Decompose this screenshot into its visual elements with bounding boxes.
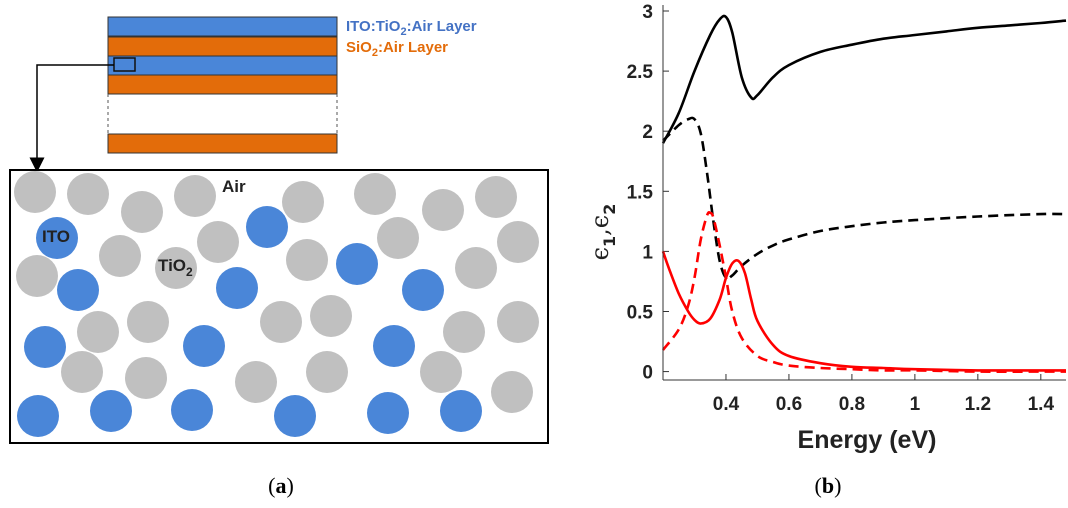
ito-particle — [57, 269, 99, 311]
ito-layer-1 — [107, 16, 338, 37]
ito-particle — [373, 325, 415, 367]
y-tick-label: 1 — [642, 242, 653, 263]
sio2-layer-2 — [107, 74, 338, 95]
x-tick-label: 1.4 — [1028, 394, 1055, 415]
tio2-particle — [61, 351, 103, 393]
legend-ito-tio2-air: ITO:TiO2:Air Layer — [346, 18, 477, 38]
ito-particle — [36, 217, 78, 259]
tio2-particle — [497, 221, 539, 263]
panel-a-label: (a) — [268, 473, 294, 498]
tio2-particle — [155, 247, 197, 289]
ito-particle — [402, 269, 444, 311]
panel-a: ITO:TiO2:Air Layer SiO2:Air Layer Air IT… — [9, 16, 549, 498]
y-axis: 0 0.5 1 1.5 2 2.5 3 — [627, 2, 669, 384]
y-tick-label: 1.5 — [627, 182, 654, 203]
ito-label: ITO — [42, 227, 70, 246]
ito-particle — [17, 395, 59, 437]
chart: 0 0.5 1 1.5 2 2.5 3 0.4 0.6 0.8 1 1.2 1.4 — [627, 2, 1067, 415]
tio2-particle — [491, 371, 533, 413]
tio2-particle — [16, 255, 58, 297]
tio2-particle — [260, 301, 302, 343]
tio2-particle — [443, 311, 485, 353]
series-line-3 — [661, 250, 1066, 372]
ito-particle — [274, 395, 316, 437]
ito-particle — [24, 326, 66, 368]
panel-b-label: (b) — [815, 473, 842, 498]
series-line-2 — [662, 116, 1067, 281]
x-tick-label: 0.8 — [839, 394, 865, 415]
sio2-layer-last — [107, 133, 338, 154]
tio2-particle — [282, 181, 324, 223]
tio2-particle — [174, 175, 216, 217]
tio2-particle — [377, 217, 419, 259]
y-tick-label: 2 — [642, 122, 653, 143]
air-label: Air — [222, 177, 246, 196]
ito-particle — [183, 325, 225, 367]
tio2-particle — [455, 247, 497, 289]
ito-particle — [171, 389, 213, 431]
y-tick-label: 0.5 — [627, 302, 654, 323]
tio2-particle — [121, 191, 163, 233]
x-tick-label: 0.6 — [776, 394, 802, 415]
tio2-particle — [67, 173, 109, 215]
series-line-4 — [661, 211, 1066, 373]
tio2-label: TiO2 — [158, 256, 193, 279]
tio2-particle — [310, 295, 352, 337]
tio2-particle — [125, 357, 167, 399]
x-axis-title: Energy (eV) — [798, 426, 937, 454]
tio2-particle — [354, 173, 396, 215]
x-tick-label: 0.4 — [713, 394, 740, 415]
ito-layer-2 — [107, 55, 338, 76]
ito-particle — [90, 390, 132, 432]
ito-particle — [216, 267, 258, 309]
multilayer-stack — [107, 16, 338, 154]
tio2-particle — [77, 311, 119, 353]
tio2-particle — [306, 351, 348, 393]
ito-particle — [440, 390, 482, 432]
tio2-particle — [475, 176, 517, 218]
tio2-particle — [235, 361, 277, 403]
tio2-particle — [197, 221, 239, 263]
ito-particle — [336, 243, 378, 285]
tio2-particle — [422, 189, 464, 231]
y-tick-label: 0 — [642, 363, 653, 384]
legend-sio2-air: SiO2:Air Layer — [346, 39, 448, 59]
zoom-arrow — [29, 64, 114, 173]
series-line-1 — [661, 14, 1067, 144]
tio2-particle — [127, 301, 169, 343]
panel-b: 0 0.5 1 1.5 2 2.5 3 0.4 0.6 0.8 1 1.2 1.4 Energy (e… — [586, 2, 1067, 498]
x-axis: 0.4 0.6 0.8 1 1.2 1.4 — [713, 374, 1055, 415]
tio2-particle — [497, 301, 539, 343]
ito-particle — [246, 206, 288, 248]
y-tick-label: 3 — [642, 2, 653, 23]
series — [661, 14, 1067, 373]
sio2-layer-1 — [107, 36, 338, 57]
tio2-particle — [99, 235, 141, 277]
particles — [14, 171, 539, 437]
tio2-particle — [420, 351, 462, 393]
y-tick-label: 2.5 — [627, 62, 654, 83]
tio2-particle — [286, 239, 328, 281]
x-tick-label: 1.2 — [965, 394, 991, 415]
ito-particle — [367, 392, 409, 434]
y-axis-title: ϵ1,ϵ2 — [586, 204, 619, 261]
x-tick-label: 1 — [910, 394, 921, 415]
tio2-particle — [14, 171, 56, 213]
